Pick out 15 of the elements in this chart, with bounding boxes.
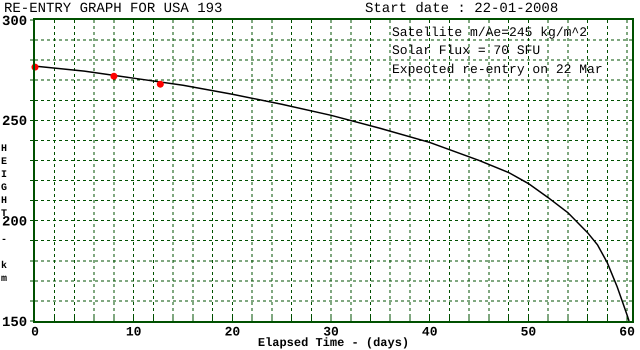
y-tick-label: 250	[2, 114, 28, 130]
x-tick-label: 20	[224, 324, 240, 340]
y-tick-label: 150	[2, 314, 28, 331]
point	[110, 72, 118, 80]
annotation: Satellite m/Ae=245 kg/m^2	[392, 25, 588, 40]
x-tick-label: 0	[31, 324, 40, 340]
annotation: Expected re-entry on 22 Mar	[392, 62, 603, 77]
annotation: Solar Flux = 70 SFU	[392, 43, 540, 58]
chart-subtitle: Start date : 22-01-2008	[365, 1, 558, 17]
x-tick-label: 10	[126, 324, 142, 340]
point	[156, 80, 164, 88]
x-tick-label: 40	[422, 324, 438, 340]
y-tick-label: 200	[2, 214, 28, 231]
x-tick-label: 60	[619, 324, 636, 340]
x-tick-label: 50	[520, 324, 536, 340]
